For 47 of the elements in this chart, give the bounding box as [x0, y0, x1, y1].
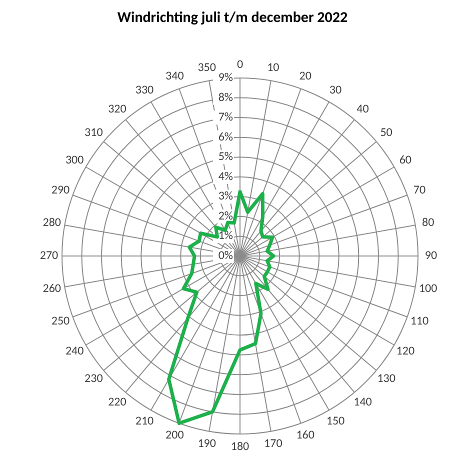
y-tick-label: 7%	[218, 110, 234, 125]
y-tick-label: 6%	[218, 130, 234, 144]
spoke-label: 210	[135, 414, 154, 428]
spoke-label: 340	[166, 70, 184, 84]
spoke-label: 180	[230, 440, 250, 454]
spoke-label: 310	[84, 126, 103, 140]
spoke-label: 30	[329, 84, 342, 98]
spoke-label: 250	[51, 314, 70, 328]
spoke-label: 200	[166, 428, 184, 442]
y-tick-label: 1%	[218, 229, 234, 244]
y-tick-label: 5%	[218, 150, 234, 164]
chart-title: Windrichting juli t/m december 2022	[117, 9, 348, 27]
y-tick-label: 0%	[218, 249, 234, 263]
spoke-label: 150	[326, 414, 345, 428]
spoke-label: 260	[42, 282, 62, 296]
spoke-label: 290	[51, 184, 70, 198]
spoke-label: 350	[198, 60, 216, 75]
spoke-label: 70	[413, 184, 426, 198]
spoke-label: 120	[396, 344, 415, 358]
y-tick-label: 8%	[218, 90, 234, 105]
y-tick-label: 3%	[218, 190, 234, 204]
spoke-label: 220	[108, 395, 126, 410]
spoke-label: 50	[380, 126, 392, 140]
spoke-label: 240	[65, 344, 84, 358]
spoke-label: 280	[42, 216, 62, 230]
spoke-label: 300	[65, 154, 84, 168]
spoke-label: 40	[356, 102, 369, 117]
spoke-label: 170	[264, 437, 282, 452]
spoke-label: 320	[108, 102, 126, 117]
spoke-label: 140	[354, 395, 372, 410]
spoke-label: 80	[422, 216, 434, 230]
spoke-label: 230	[84, 372, 103, 386]
spoke-label: 0	[236, 58, 244, 72]
y-tick-label: 4%	[218, 170, 234, 184]
y-tick-label: 2%	[218, 209, 234, 224]
spoke-label: 160	[296, 428, 314, 442]
spoke-label: 10	[267, 60, 280, 75]
spoke-label: 330	[135, 84, 154, 98]
spoke-label: 60	[399, 154, 412, 168]
spoke-label: 130	[377, 372, 396, 386]
spoke-label: 110	[410, 314, 429, 328]
spoke-label: 100	[418, 282, 438, 296]
spoke-label: 90	[424, 249, 438, 263]
spoke-label: 20	[299, 70, 312, 84]
y-tick-label: 9%	[218, 71, 234, 85]
spoke-label: 190	[198, 437, 216, 452]
spoke-label: 270	[40, 249, 58, 263]
